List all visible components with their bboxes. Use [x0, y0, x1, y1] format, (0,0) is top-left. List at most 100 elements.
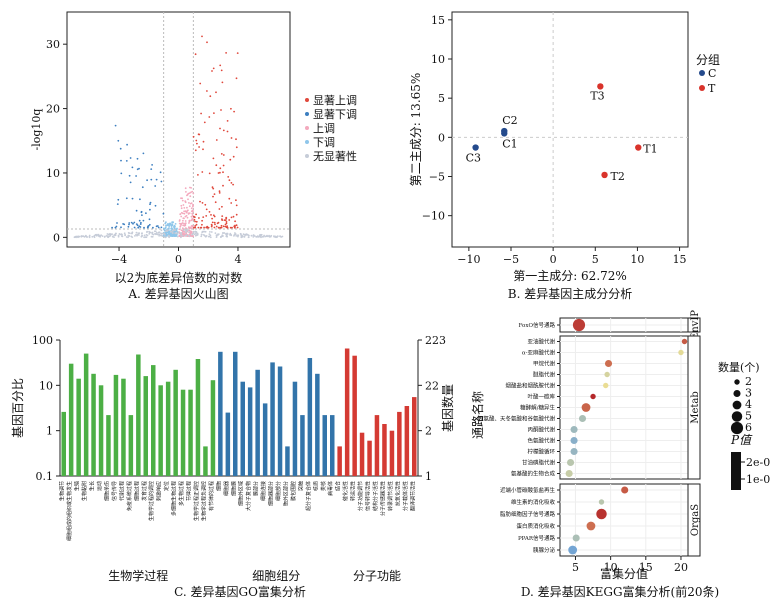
volcano-point	[211, 224, 213, 227]
volcano-point	[241, 236, 244, 238]
volcano-point	[179, 226, 182, 228]
kegg-pathway-label: α-亚麻酸代谢	[522, 349, 556, 357]
volcano-point	[196, 142, 198, 145]
volcano-point	[188, 220, 191, 223]
kegg-dot	[566, 458, 575, 467]
volcano-point	[187, 209, 189, 212]
go-bar	[337, 446, 342, 476]
kegg-dot	[578, 414, 587, 423]
kegg-pathway-label: 丙酮酸代谢	[527, 426, 555, 434]
volcano-point	[151, 233, 154, 235]
pca-legend-label: T	[708, 82, 716, 95]
volcano-point	[234, 220, 237, 223]
go-bar	[389, 430, 395, 476]
volcano-legend-swatch	[305, 154, 309, 158]
volcano-point	[198, 146, 201, 148]
volcano-point	[146, 234, 149, 237]
volcano-point	[187, 198, 189, 201]
volcano-point	[225, 217, 228, 220]
volcano-point	[193, 233, 196, 236]
volcano-point	[174, 234, 177, 237]
volcano-point	[235, 224, 238, 227]
volcano-point	[154, 204, 157, 207]
volcano-point	[210, 231, 213, 233]
volcano-point	[155, 225, 158, 228]
volcano-point	[123, 232, 126, 235]
volcano-point	[234, 232, 236, 234]
volcano-point	[195, 231, 198, 234]
pca-point-label: T3	[590, 89, 604, 102]
volcano-point	[135, 209, 138, 212]
volcano-point	[187, 212, 190, 215]
volcano-point	[107, 235, 109, 237]
go-bar-label: 有节律的过程	[208, 481, 215, 511]
kegg-dot	[603, 382, 609, 389]
volcano-point	[166, 229, 169, 232]
kegg-facet-label: Metab	[690, 391, 701, 424]
volcano-ytick-label: 0	[53, 231, 60, 244]
volcano-point	[148, 218, 151, 221]
volcano-point	[206, 41, 208, 44]
pca-point-T1	[635, 144, 642, 151]
kegg-color-legend-label: 2e-02	[746, 456, 770, 469]
kegg-dot	[568, 545, 578, 555]
volcano-point	[150, 178, 153, 181]
volcano-xtick-label: 4	[234, 253, 241, 266]
volcano-point	[195, 220, 198, 223]
volcano-point	[229, 158, 232, 161]
kegg-xtick-label: 10	[604, 561, 618, 574]
volcano-point	[180, 236, 182, 239]
volcano-point	[190, 202, 193, 205]
volcano-point	[144, 236, 147, 239]
volcano-point	[83, 236, 86, 238]
volcano-point	[258, 234, 261, 237]
volcano-point	[141, 214, 143, 217]
volcano-point	[180, 204, 183, 207]
volcano-point	[212, 67, 215, 70]
volcano-point	[222, 225, 225, 228]
volcano-point	[205, 208, 208, 211]
volcano-point	[199, 200, 201, 203]
kegg-size-legend-label: 4	[745, 398, 752, 411]
volcano-point	[215, 225, 218, 228]
volcano-point	[154, 233, 156, 235]
kegg-dot	[572, 318, 586, 332]
volcano-point	[217, 226, 220, 229]
volcano-point	[222, 235, 224, 237]
go-bar-label: 生物学过程正调控	[193, 481, 200, 521]
volcano-point	[226, 233, 229, 235]
volcano-point	[220, 109, 222, 111]
volcano-point	[201, 219, 204, 222]
pca-legend-label: C	[708, 67, 716, 80]
pca-point-T2	[601, 171, 608, 179]
volcano-point	[170, 235, 173, 237]
volcano-point	[139, 198, 141, 201]
volcano-point	[140, 235, 143, 238]
volcano-point	[201, 223, 203, 226]
volcano-point	[181, 197, 184, 200]
kegg-size-legend-dot	[733, 389, 741, 398]
go-bar	[359, 432, 365, 476]
go-bar	[188, 389, 193, 476]
kegg-dot	[570, 447, 578, 456]
go-bar	[247, 387, 253, 476]
kegg-pathway-label: 甘油磷脂代谢	[522, 459, 556, 467]
volcano-point	[135, 175, 138, 177]
go-bar	[83, 353, 89, 476]
volcano-point	[177, 231, 180, 233]
go-bar	[233, 351, 238, 476]
volcano-point	[229, 226, 232, 229]
volcano-point	[231, 226, 233, 229]
volcano-point	[184, 229, 187, 232]
go-caption: C. 差异基因GO富集分析	[174, 584, 306, 599]
kegg-color-legend-bar	[731, 452, 741, 490]
volcano-legend-swatch	[305, 140, 309, 144]
volcano-point	[194, 149, 197, 152]
volcano-point	[247, 234, 250, 236]
volcano-point	[215, 91, 217, 94]
volcano-point	[126, 143, 128, 146]
go-bar	[292, 381, 298, 476]
volcano-point	[234, 224, 236, 227]
kegg-facet-frame-OrgaS	[559, 483, 689, 557]
volcano-point	[181, 222, 184, 224]
